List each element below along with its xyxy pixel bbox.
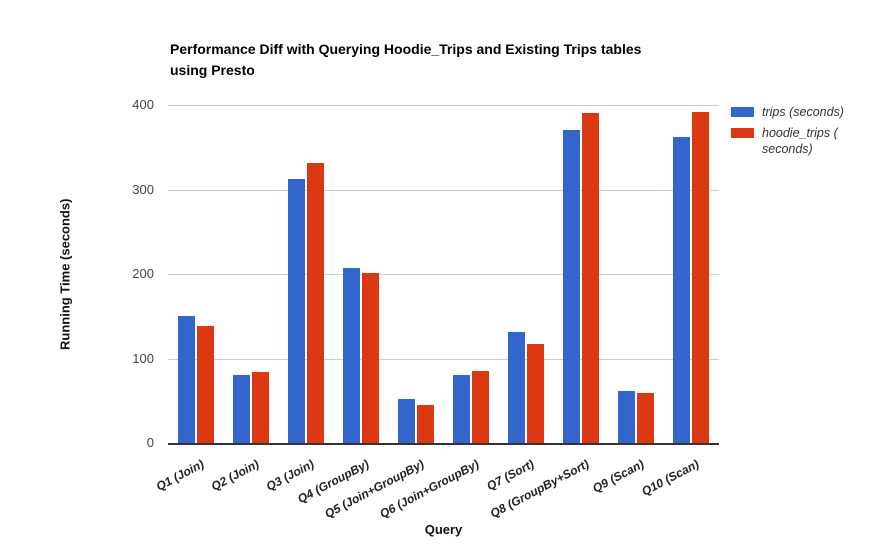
bar-group-q9 (609, 105, 664, 443)
legend-swatch-trips (731, 107, 754, 117)
bar-group-q7 (499, 105, 554, 443)
legend-label-trips: trips (seconds) (762, 105, 844, 119)
gridline-300 (168, 189, 719, 191)
legend-item-hoodie-trips: hoodie_trips ( seconds) (731, 125, 883, 157)
y-tick-0: 0 (146, 435, 154, 450)
bar-q1-trips (177, 316, 195, 443)
y-tick-100: 100 (132, 350, 154, 366)
bar-q10-trips (673, 137, 691, 443)
legend-label-hoodie-trips: hoodie_trips ( seconds) (762, 126, 838, 156)
chart-title-line2: using Presto (170, 62, 255, 78)
bar-q6-hoodie-trips (472, 371, 490, 443)
x-axis-labels: Q1 (Join) Q2 (Join) Q3 (Join) Q4 (GroupBy) Q… (153, 443, 719, 523)
bar-q9-hoodie-trips (637, 393, 655, 443)
y-tick-200: 200 (132, 266, 154, 281)
bar-q3-trips (287, 179, 305, 443)
y-axis-ticks: 0 100 200 300 400 (100, 97, 154, 450)
legend-swatch-hoodie-trips (731, 128, 754, 138)
bar-q4-trips (342, 268, 360, 443)
bar-q4-hoodie-trips (361, 273, 379, 443)
bar-q6-trips (453, 375, 471, 443)
x-axis-title: Query (424, 522, 463, 537)
y-tick-300: 300 (132, 181, 154, 197)
gridline-400 (168, 105, 719, 106)
bar-q8-trips (563, 130, 581, 443)
bar-q2-hoodie-trips (251, 372, 269, 443)
bar-q9-trips (618, 391, 636, 443)
legend-item-trips: trips (seconds) (731, 104, 883, 120)
bar-q3-hoodie-trips (306, 163, 324, 443)
bar-group-q10 (664, 105, 719, 443)
plot-area (168, 105, 719, 445)
bar-q8-hoodie-trips (582, 113, 600, 443)
y-axis-title: Running Time (seconds) (57, 198, 73, 350)
bar-q2-trips (232, 375, 250, 443)
y-tick-400: 400 (132, 97, 154, 112)
chart-title-line1: Performance Diff with Querying Hoodie_Tr… (170, 41, 642, 57)
bar-group-q1 (168, 105, 223, 443)
bar-group-q4 (333, 105, 388, 443)
gridline-100 (168, 358, 719, 360)
bar-q5-trips (397, 399, 415, 443)
bar-q1-hoodie-trips (196, 326, 214, 443)
bar-group-q8 (554, 105, 609, 443)
bar-group-q5 (388, 105, 443, 443)
bar-group-q3 (278, 105, 333, 443)
bar-q7-trips (508, 332, 526, 443)
bar-q7-hoodie-trips (527, 344, 545, 443)
bar-q10-hoodie-trips (692, 111, 710, 443)
legend: trips (seconds) hoodie_trips ( seconds) (731, 104, 883, 162)
bar-group-q6 (444, 105, 499, 443)
bar-group-q2 (223, 105, 278, 443)
chart-title: Performance Diff with Querying Hoodie_Tr… (170, 39, 641, 81)
bar-q5-hoodie-trips (416, 404, 434, 443)
gridline-200 (168, 274, 719, 275)
